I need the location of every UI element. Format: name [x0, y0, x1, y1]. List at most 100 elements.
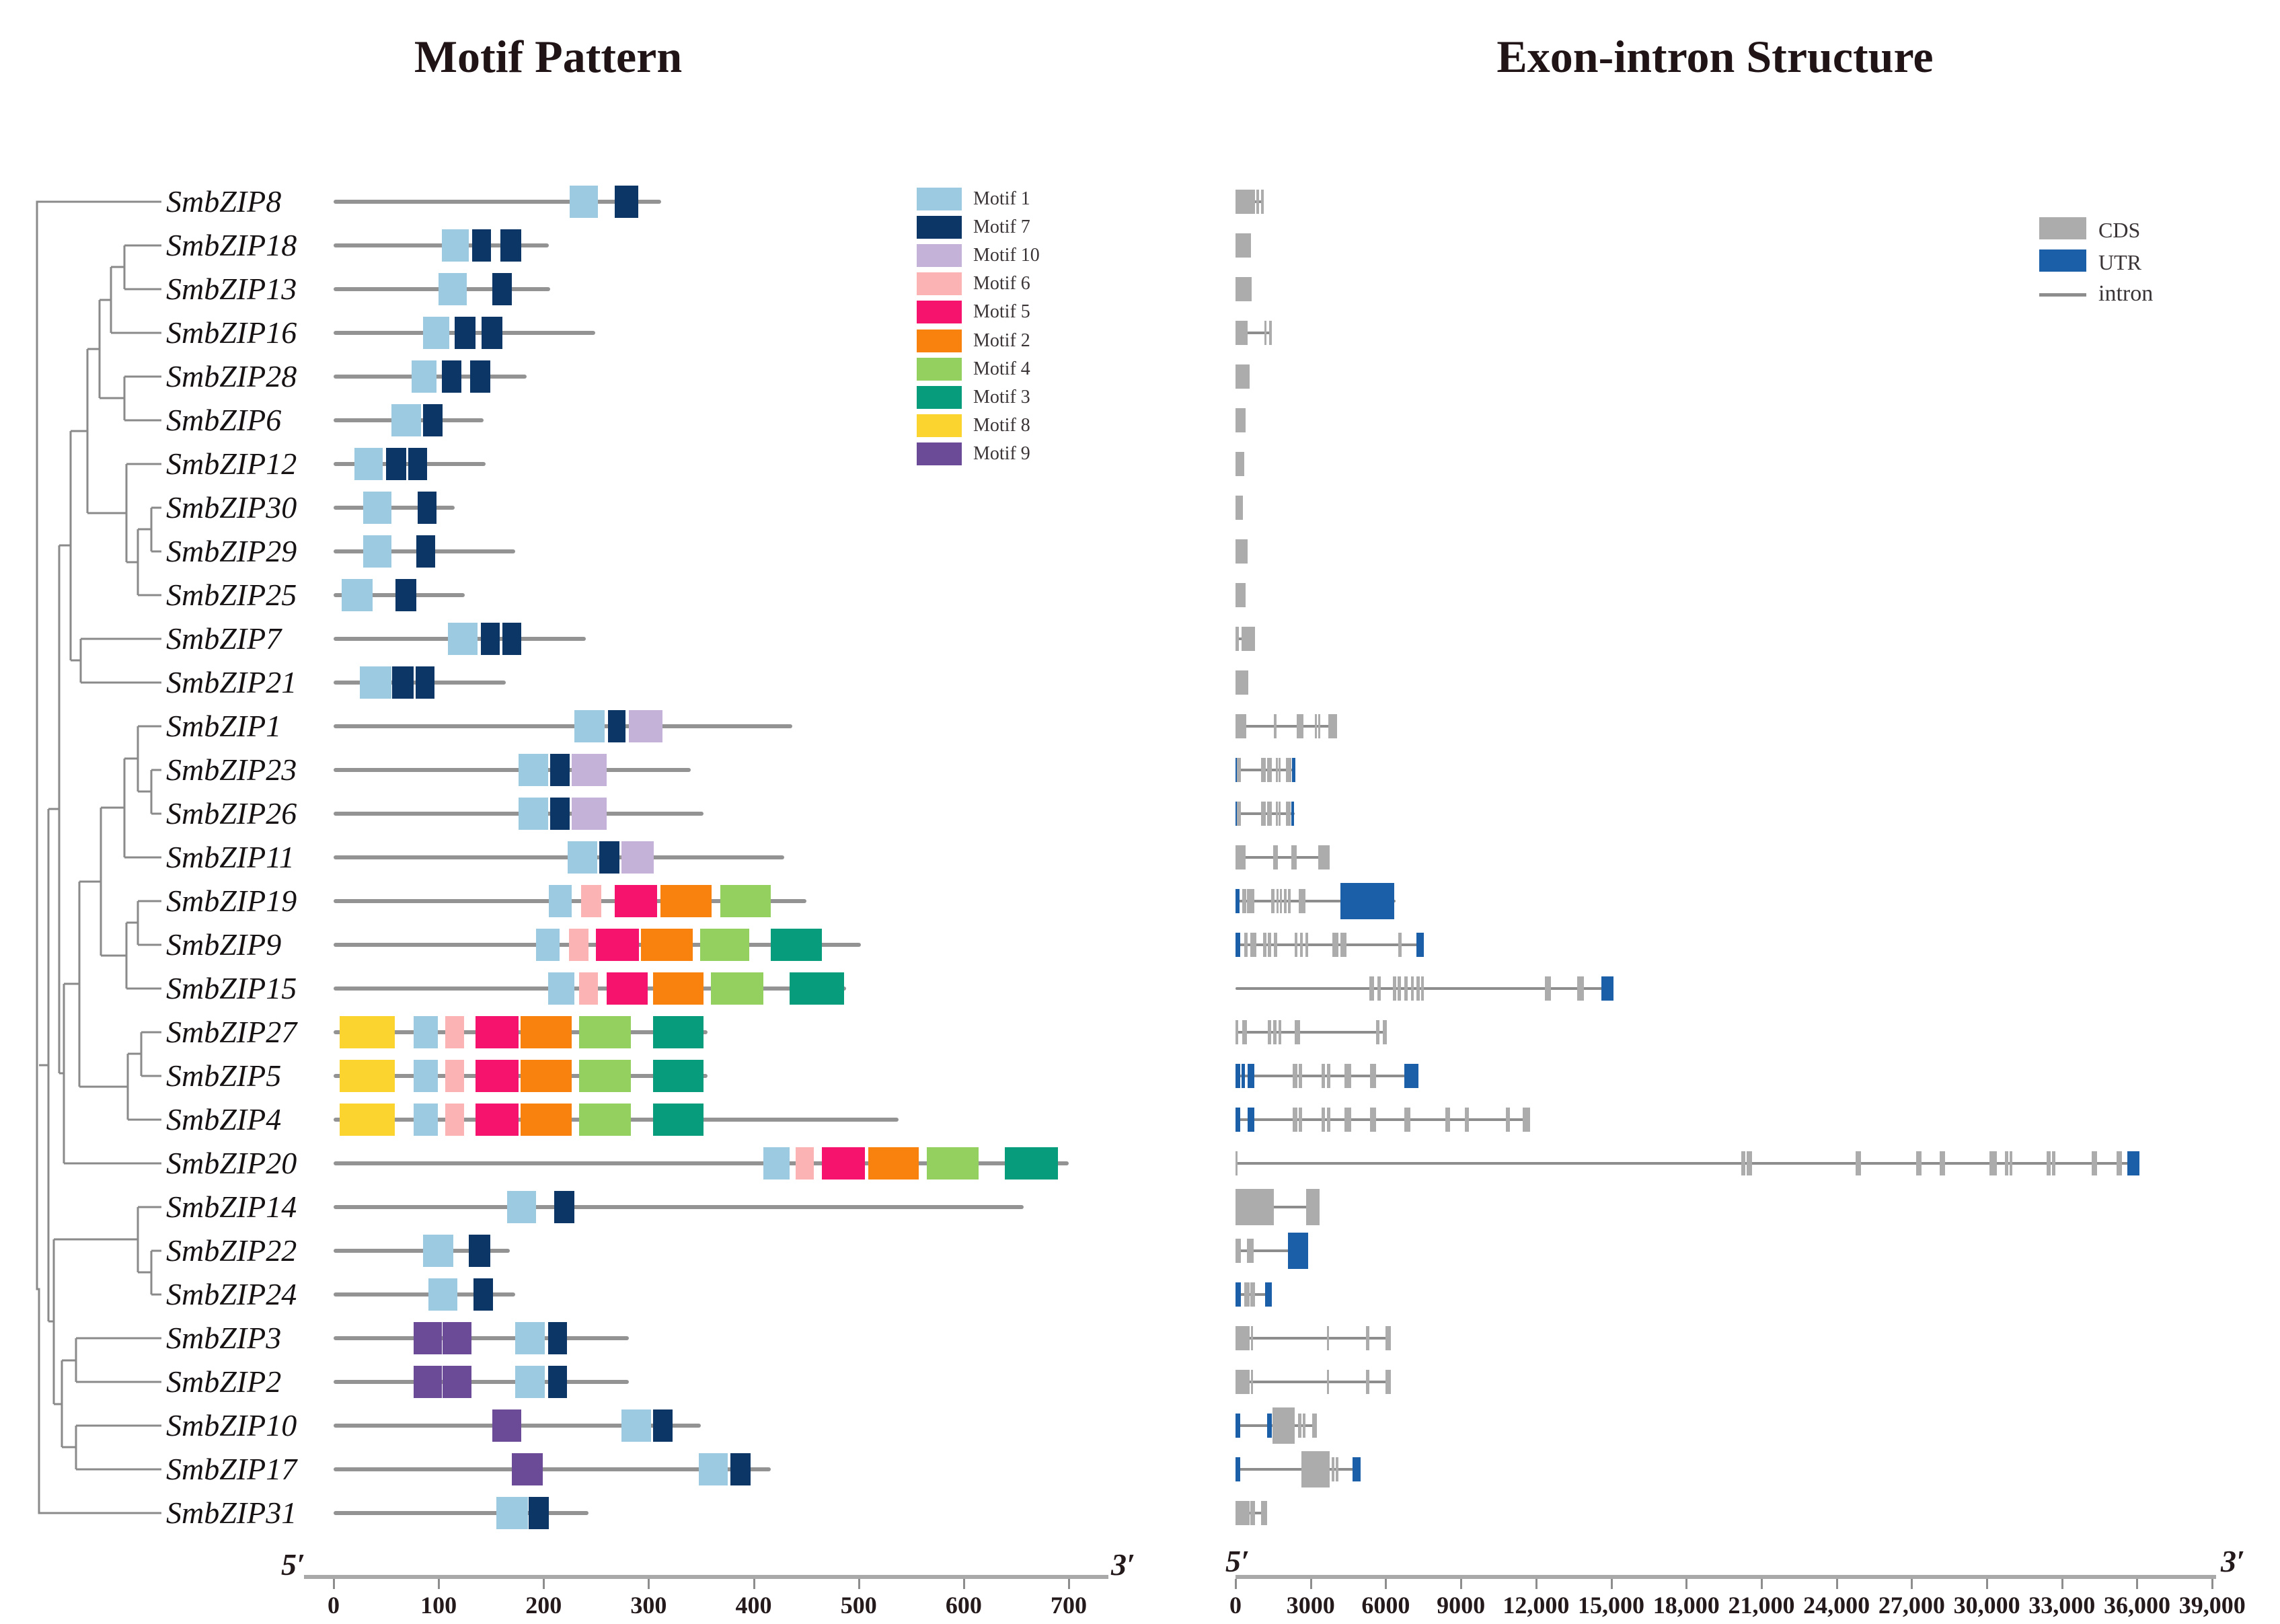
cds-exon	[2047, 1151, 2051, 1175]
motif-m1-box	[413, 1104, 438, 1136]
intron-legend-label: intron	[2098, 281, 2154, 306]
cds-exon	[1335, 1457, 1339, 1481]
right-axis-5prime: 5′	[1225, 1544, 1250, 1578]
axis-tick-label: 300	[630, 1592, 667, 1619]
cds-exon	[1370, 1064, 1376, 1088]
cds-exon	[1411, 976, 1414, 1001]
motif-m4-box	[699, 929, 750, 961]
cds-exon	[1420, 976, 1424, 1001]
cds-exon	[1266, 758, 1272, 782]
axis-tick	[438, 1579, 441, 1589]
cds-exon	[1275, 758, 1278, 782]
axis-tick	[753, 1579, 755, 1589]
axis-tick-label: 0	[328, 1592, 340, 1619]
cds-exon	[1404, 976, 1408, 1001]
motif-m2-box	[520, 1104, 572, 1136]
cds-exon	[1256, 190, 1259, 214]
cds-exon	[1940, 1151, 1946, 1175]
motif-m6-box	[445, 1104, 464, 1136]
gene-backbone	[1236, 943, 1424, 946]
motif-m7-box	[492, 273, 512, 305]
cds-exon	[1246, 889, 1254, 913]
gene-backbone	[1236, 725, 1338, 728]
cds-exon	[1280, 889, 1283, 913]
axis-tick	[1309, 1579, 1312, 1589]
cds-exon	[1236, 190, 1256, 214]
protein-backbone	[334, 243, 549, 247]
utr-exon	[1236, 1064, 1240, 1088]
motif-m1-box	[411, 360, 436, 393]
axis-tick-label: 700	[1050, 1592, 1087, 1619]
cds-exon	[1301, 1451, 1330, 1487]
gene-backbone	[1236, 1249, 1308, 1252]
legend-label-m3: Motif 3	[973, 386, 1030, 408]
cds-exon	[1312, 1414, 1318, 1438]
gene-backbone	[1236, 1118, 1530, 1121]
motif-m7-box	[441, 360, 462, 393]
legend-swatch-m4	[917, 357, 962, 381]
axis-tick-label: 200	[525, 1592, 562, 1619]
gene-backbone	[1236, 1031, 1388, 1034]
axis-tick-label: 27,000	[1878, 1592, 1945, 1619]
cds-exon	[2005, 1151, 2009, 1175]
cds-exon	[1404, 1108, 1410, 1132]
motif-m7-box	[482, 317, 503, 349]
cds-exon	[1251, 1370, 1254, 1394]
protein-backbone	[334, 1380, 629, 1384]
legend-label-m4: Motif 4	[973, 358, 1030, 379]
motif-m2-box	[641, 929, 693, 961]
cds-exon	[1241, 627, 1255, 651]
cds-exon	[1236, 714, 1247, 738]
motif-m10-box	[572, 798, 607, 830]
utr-exon	[1236, 933, 1241, 957]
motif-m8-box	[340, 1060, 395, 1092]
cds-exon	[1326, 1326, 1329, 1350]
motif-m4-box	[720, 885, 771, 917]
cds-exon	[1397, 976, 1401, 1001]
cds-exon	[1297, 714, 1304, 738]
cds-exon	[1250, 1282, 1256, 1307]
gene-backbone	[1236, 1337, 1391, 1340]
motif-m8-box	[340, 1104, 395, 1136]
motif-m1-box	[354, 448, 383, 480]
motif-m1-box	[342, 579, 373, 611]
motif-m7-box	[415, 666, 434, 699]
motif-m1-box	[699, 1453, 728, 1485]
legend-swatch-m3	[917, 385, 962, 409]
cds-exon	[2051, 1151, 2056, 1175]
motif-m3-box	[652, 1104, 704, 1136]
gene-label: SmbZIP16	[166, 315, 297, 350]
gene-label: SmbZIP22	[166, 1233, 297, 1268]
motif-m7-box	[500, 229, 522, 262]
motif-m7-box	[652, 1409, 673, 1442]
cds-exon	[1505, 1108, 1511, 1132]
axis-tick	[648, 1579, 650, 1589]
cds-exon	[1272, 1407, 1295, 1444]
left-axis-5prime: 5′	[281, 1547, 305, 1582]
cds-exon	[1268, 933, 1271, 957]
motif-m1-box	[428, 1278, 458, 1311]
motif-m7-box	[422, 404, 443, 436]
motif-m7-box	[469, 1235, 490, 1267]
motif-m9-box	[413, 1366, 442, 1398]
cds-exon	[1344, 1108, 1352, 1132]
utr-exon	[1404, 1064, 1418, 1088]
cds-exon	[1856, 1151, 1862, 1175]
protein-backbone	[334, 1249, 510, 1253]
utr-exon	[1242, 1064, 1245, 1088]
cds-exon	[1318, 845, 1330, 869]
legend-label-m1: Motif 1	[973, 188, 1030, 209]
cds-exon	[1746, 1151, 1753, 1175]
cds-exon	[1284, 889, 1287, 913]
cds-exon	[1318, 714, 1321, 738]
cds-exon	[1370, 1108, 1376, 1132]
motif-m5-box	[475, 1016, 519, 1048]
cds-exon	[1288, 889, 1291, 913]
motif-m1-box	[506, 1191, 537, 1223]
motif-m7-box	[472, 229, 492, 262]
protein-backbone	[334, 1511, 589, 1515]
motif-m2-box	[652, 972, 704, 1005]
gene-backbone	[1236, 900, 1396, 902]
motif-m1-box	[568, 841, 597, 874]
motif-m4-box	[579, 1016, 631, 1048]
